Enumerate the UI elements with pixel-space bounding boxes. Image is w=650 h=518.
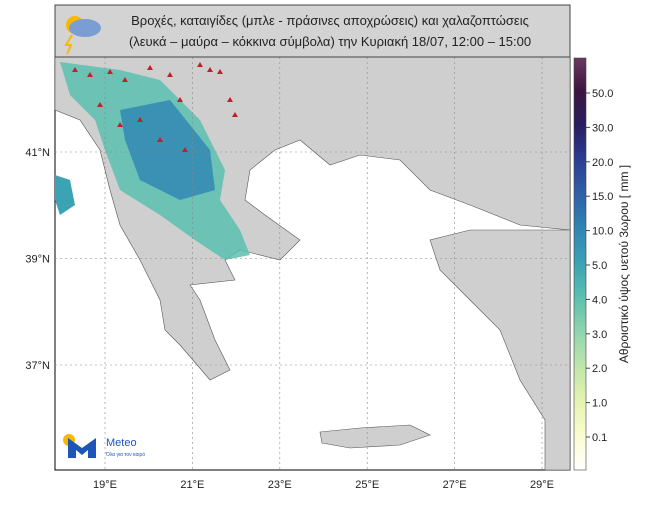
- hail-symbol: [227, 97, 233, 102]
- hail-symbol: [207, 67, 213, 72]
- colorbar-label: Αθροιστικό ύψος υετού 3ωρου [ mm ]: [617, 165, 631, 363]
- colorbar-tick-label: 50.0: [592, 88, 613, 100]
- hail-symbol: [147, 65, 153, 70]
- lat-label: 39°N: [25, 254, 50, 266]
- hail-symbol: [157, 137, 163, 142]
- lon-label: 21°E: [180, 479, 204, 491]
- lon-label: 29°E: [530, 479, 554, 491]
- turkey: [429, 229, 571, 471]
- colorbar-tick-label: 15.0: [592, 191, 613, 203]
- colorbar-tick-label: 10.0: [592, 226, 613, 238]
- logo-tagline: Όλα για τον καιρό: [105, 451, 145, 458]
- title: Βροχές, καταιγίδες (μπλε - πράσινες αποχ…: [131, 13, 529, 28]
- colorbar-tick-label: 30.0: [592, 122, 613, 134]
- italy-heel: [55, 175, 75, 215]
- logo-name: Meteo: [106, 437, 137, 449]
- hail-symbol: [87, 72, 93, 77]
- colorbar-tick-label: 2.0: [592, 363, 607, 375]
- hail-symbol: [137, 117, 143, 122]
- lon-label: 25°E: [355, 479, 379, 491]
- colorbar-tick-label: 1.0: [592, 398, 607, 410]
- hail-symbol: [167, 72, 173, 77]
- hail-symbol: [117, 122, 123, 127]
- colorbar-tick-label: 3.0: [592, 329, 607, 341]
- graticule: [55, 57, 570, 470]
- hail-symbol: [232, 112, 238, 117]
- lat-label: 37°N: [25, 360, 50, 372]
- hail-symbol: [197, 62, 203, 67]
- hail-symbol: [182, 147, 188, 152]
- title-bg: [54, 4, 571, 58]
- hail-symbol: [107, 69, 113, 74]
- logo: Meteo Όλα για τον καιρό: [63, 434, 145, 458]
- lon-label: 27°E: [443, 479, 467, 491]
- hail-symbol: [97, 102, 103, 107]
- logo-mark: [68, 438, 96, 458]
- hail-symbol: [72, 67, 78, 72]
- crete: [319, 424, 431, 449]
- colorbar: [573, 57, 587, 471]
- title-box: Βροχές, καταιγίδες (μπλε - πράσινες αποχ…: [54, 4, 571, 58]
- map: [54, 56, 571, 471]
- colorbar-tick-label: 4.0: [592, 294, 607, 306]
- lon-label: 19°E: [93, 479, 117, 491]
- hail-symbol: [217, 69, 223, 74]
- lon-label: 23°E: [268, 479, 292, 491]
- colorbar-tick-label: 0.1: [592, 432, 607, 444]
- hail-symbol: [122, 77, 128, 82]
- lat-label: 41°N: [25, 147, 50, 159]
- rain-core: [120, 100, 215, 200]
- hail-symbol: [177, 97, 183, 102]
- colorbar-tick-label: 20.0: [592, 157, 613, 169]
- weather-icon-bolt: [64, 34, 73, 55]
- weather-icon-cloud: [69, 19, 101, 37]
- colorbar-tick-label: 5.0: [592, 260, 607, 272]
- title: (λευκά – μαύρα – κόκκινα σύμβολα) την Κυ…: [129, 34, 531, 49]
